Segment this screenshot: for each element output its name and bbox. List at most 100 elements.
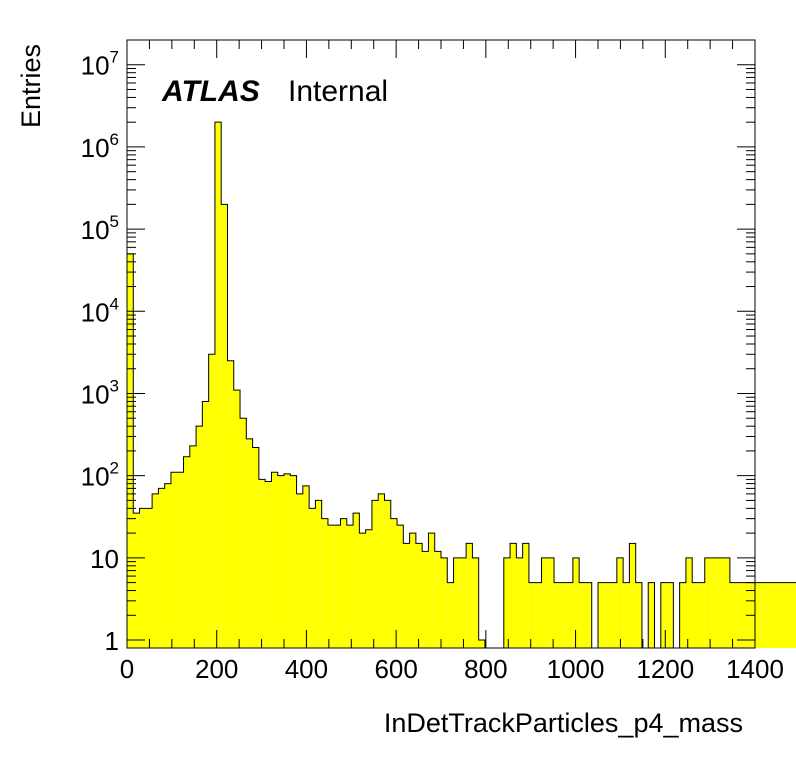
y-axis-title: Entries xyxy=(16,44,46,128)
histogram-bin xyxy=(177,472,184,648)
histogram-bin xyxy=(397,525,404,648)
histogram-bin xyxy=(560,582,567,648)
histogram-bin xyxy=(371,500,379,648)
histogram-bin xyxy=(598,582,605,648)
histogram-bin xyxy=(648,582,655,648)
histogram-bin xyxy=(767,582,774,648)
histogram-bin xyxy=(334,525,341,648)
histogram-bin xyxy=(535,582,542,648)
x-tick-label: 1200 xyxy=(636,654,694,684)
histogram-bin xyxy=(780,582,787,648)
histogram-bin xyxy=(384,500,391,648)
histogram-bin xyxy=(378,493,385,648)
histogram-bin xyxy=(296,493,303,648)
histogram-bin xyxy=(189,445,197,648)
histogram-bin xyxy=(353,513,360,648)
histogram-bin xyxy=(755,582,762,648)
histogram-bin xyxy=(271,472,278,648)
histogram-bin xyxy=(547,557,555,648)
histogram-bin xyxy=(528,582,536,648)
histogram-bin xyxy=(585,582,592,648)
histogram-bin xyxy=(761,582,768,648)
histogram-bin xyxy=(459,557,467,648)
histogram-bin xyxy=(704,557,712,648)
x-axis-title: InDetTrackParticles_p4_mass xyxy=(384,708,743,738)
histogram-bin xyxy=(365,529,372,648)
histogram-bin xyxy=(284,473,291,648)
histogram-bin xyxy=(208,354,215,648)
histogram-bin xyxy=(711,557,718,648)
histogram-bin xyxy=(679,582,686,648)
histogram-bin xyxy=(566,582,573,648)
histogram-bin xyxy=(635,582,642,648)
atlas-label: ATLAS xyxy=(161,75,260,108)
histogram-bin xyxy=(516,557,523,648)
histogram-bin xyxy=(390,518,398,648)
x-tick-label: 600 xyxy=(374,654,417,684)
histogram-bin xyxy=(629,543,636,648)
histogram-bin xyxy=(667,582,674,648)
x-tick-label: 0 xyxy=(120,654,134,684)
internal-label: Internal xyxy=(288,75,388,108)
histogram-bars xyxy=(126,121,796,649)
histogram-bin xyxy=(252,447,259,648)
y-tick-label: 102 xyxy=(81,459,119,492)
y-tick-label: 104 xyxy=(81,294,119,327)
histogram-bin xyxy=(616,557,624,648)
histogram-bin xyxy=(729,582,737,648)
histogram-bin xyxy=(139,508,146,648)
histogram-bin xyxy=(233,390,241,648)
y-tick-label: 1 xyxy=(105,626,119,656)
y-tick-label: 107 xyxy=(81,48,119,81)
histogram-bin xyxy=(685,557,693,648)
histogram-bin xyxy=(604,582,611,648)
histogram-bin xyxy=(265,481,272,648)
histogram-bin xyxy=(428,533,435,648)
histogram-bin xyxy=(202,401,209,648)
histogram-bin xyxy=(183,456,190,648)
histogram-bin xyxy=(258,479,266,648)
histogram-bin xyxy=(133,513,140,648)
histogram-bin xyxy=(170,472,178,648)
histogram-bin xyxy=(415,543,423,648)
x-tick-label: 800 xyxy=(464,654,507,684)
x-tick-label: 400 xyxy=(285,654,328,684)
histogram-bin xyxy=(290,475,297,648)
y-tick-label: 10 xyxy=(90,544,119,574)
histogram-bin xyxy=(579,582,586,648)
histogram-bin xyxy=(346,525,354,648)
plot-frame xyxy=(126,39,756,649)
histogram-bin xyxy=(447,582,454,648)
histogram-bin xyxy=(359,533,366,648)
histogram-bin xyxy=(773,582,781,648)
histogram-bin xyxy=(660,582,668,648)
histogram-bin xyxy=(572,557,580,648)
histogram-bin xyxy=(145,508,153,648)
histogram-bin xyxy=(541,557,548,648)
histogram-bin xyxy=(164,483,171,648)
histogram-bin xyxy=(692,582,699,648)
histogram-bin xyxy=(723,557,730,648)
histogram-bin xyxy=(466,543,473,648)
histogram-bin xyxy=(240,418,247,648)
x-tick-labels: 0 200 400 600 800 1000 1200 1400 xyxy=(120,654,784,684)
histogram-bin xyxy=(422,551,429,648)
x-tick-label: 1000 xyxy=(547,654,605,684)
histogram-bin xyxy=(214,122,222,648)
histogram-bin xyxy=(327,525,335,648)
histogram-bin xyxy=(403,543,410,648)
histogram-bin xyxy=(736,582,743,648)
histogram-bin xyxy=(340,518,347,648)
x-tick-label: 200 xyxy=(195,654,238,684)
histogram-bin xyxy=(302,485,310,648)
histogram-bin xyxy=(610,582,617,648)
histogram-bin xyxy=(478,640,485,648)
histogram-bin xyxy=(510,543,517,648)
y-tick-label: 103 xyxy=(81,376,119,409)
histogram-bin xyxy=(158,488,165,648)
histogram-bin xyxy=(453,557,460,648)
histogram-bin xyxy=(742,582,749,648)
x-tick-label: 1400 xyxy=(726,654,784,684)
histogram-bin xyxy=(623,582,630,648)
